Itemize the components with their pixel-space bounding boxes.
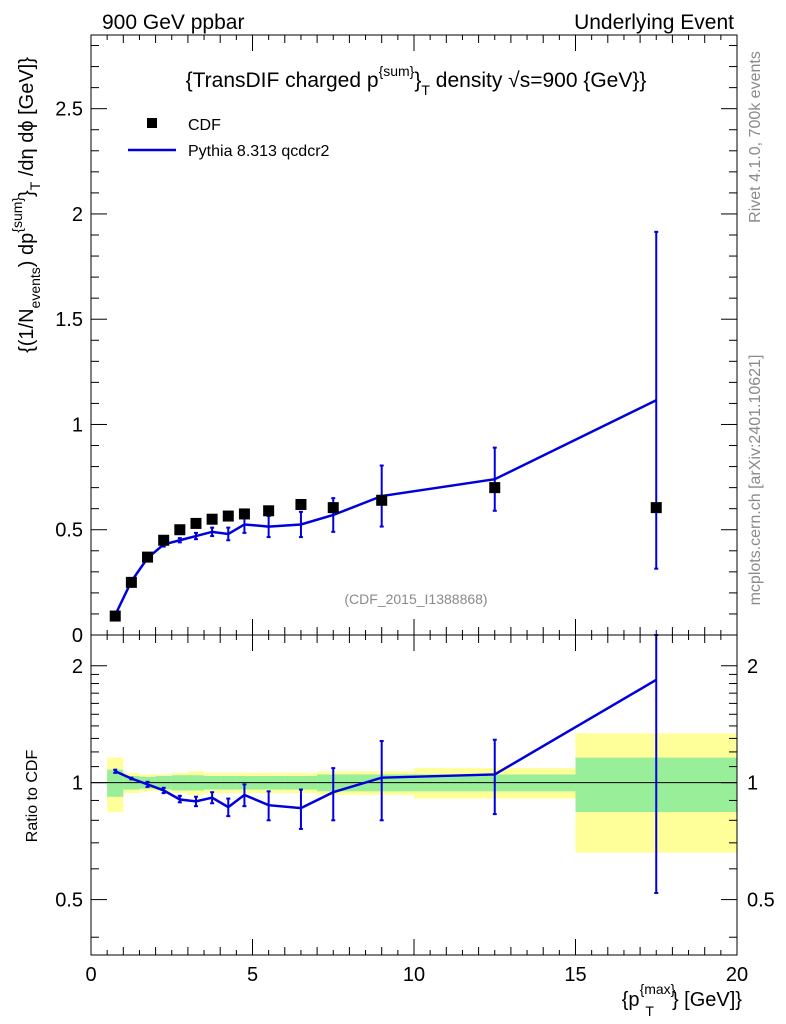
cdf-data-point: [376, 494, 388, 506]
ratio-y-tick-label-right: 2: [747, 656, 758, 678]
cdf-data-point: [489, 482, 501, 494]
ratio-inner-band: [107, 769, 124, 797]
main-panel: 0 0.5 1 1.5 2 2.5 {TransDIF charged p{sum}}T …: [9, 34, 738, 647]
cdf-data-point: [327, 502, 339, 514]
x-tick-label: 20: [726, 964, 748, 986]
cdf-data-point: [222, 510, 234, 522]
analysis-watermark: (CDF_2015_I1388868): [344, 591, 487, 607]
ratio-series-layer: [113, 634, 659, 894]
x-tick-label: 5: [247, 964, 258, 986]
x-axis-label: {p{max} T} [GeV]}: [622, 981, 743, 1019]
main-y-tick-label: 1: [72, 414, 83, 436]
legend-cdf-marker: [147, 118, 157, 128]
pythia-line: [114, 399, 657, 616]
cdf-data-point: [263, 505, 275, 517]
x-tick-label: 15: [564, 964, 586, 986]
main-ticks: 0 0.5 1 1.5 2 2.5: [55, 35, 738, 647]
cdf-data-point: [650, 502, 662, 514]
cdf-data-point: [142, 551, 154, 563]
ratio-y-tick-label-right: 1: [747, 773, 758, 795]
x-tick-label: 0: [85, 964, 96, 986]
x-tick-label: 10: [403, 964, 425, 986]
ratio-y-tick-label-right: 0.5: [747, 890, 775, 912]
main-y-tick-label: 1.5: [55, 309, 83, 331]
cdf-data-point: [158, 534, 170, 546]
ratio-y-tick-label: 2: [72, 656, 83, 678]
cdf-data-point: [295, 498, 307, 510]
ratio-y-tick-label: 1: [72, 773, 83, 795]
header-left-label: 900 GeV ppbar: [102, 11, 244, 34]
main-plot-title: {TransDIF charged p{sum}}T density √s=90…: [186, 63, 647, 98]
cdf-data-point: [125, 576, 137, 588]
header-right-label: Underlying Event: [574, 11, 734, 34]
ratio-ticks: 0.5 0.51 12 20 5 10 15 20: [55, 635, 775, 986]
cdf-data-point: [190, 517, 202, 529]
cdf-data-point: [206, 513, 218, 525]
main-y-tick-label: 0: [72, 625, 83, 647]
legend-cdf-label: CDF: [188, 117, 221, 134]
cdf-data-point: [174, 524, 186, 536]
ratio-y-tick-label: 0.5: [55, 890, 83, 912]
cdf-data-point: [238, 508, 250, 520]
rivet-version-label: Rivet 4.1.0, 700k events: [747, 51, 764, 223]
cdf-data-point: [109, 610, 121, 622]
ratio-y-axis-label: Ratio to CDF: [24, 750, 41, 843]
legend-pythia-label: Pythia 8.313 qcdcr2: [188, 143, 330, 160]
main-y-tick-label: 2.5: [55, 99, 83, 121]
main-y-axis-label: {(1/Nevents) dp{sum}}T /dη dϕ [GeV]}: [9, 57, 43, 353]
mcplots-source-label: mcplots.cern.ch [arXiv:2401.10621]: [747, 355, 764, 606]
main-y-tick-label: 2: [72, 204, 83, 226]
ratio-bands-layer: [107, 733, 737, 853]
main-y-tick-label: 0.5: [55, 520, 83, 542]
main-series-layer: [109, 230, 662, 622]
ratio-panel: 0.5 0.51 12 20 5 10 15 20 Ratio to CDF {p{max} T…: [24, 634, 775, 1019]
